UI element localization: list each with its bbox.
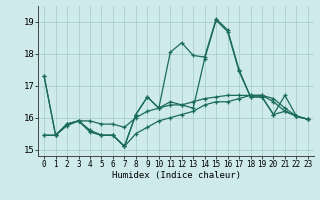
X-axis label: Humidex (Indice chaleur): Humidex (Indice chaleur) [111,171,241,180]
